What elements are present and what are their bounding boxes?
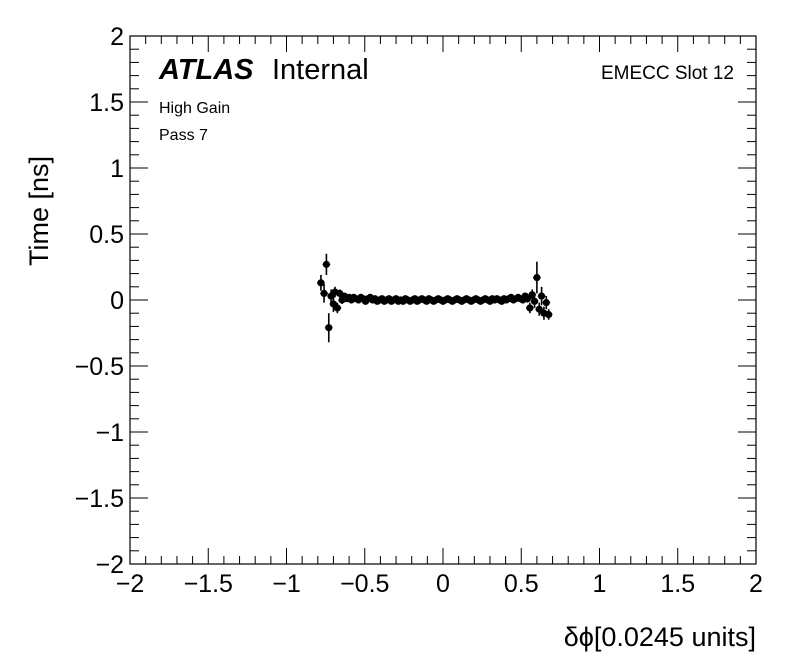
data-marker: [333, 304, 341, 312]
data-point: [324, 313, 333, 343]
y-tick-label: −0.5: [75, 353, 124, 381]
data-marker: [325, 324, 333, 332]
data-point: [317, 274, 325, 291]
gain-label: High Gain: [159, 100, 230, 117]
y-tick-label: 0.5: [89, 221, 124, 249]
x-tick-label: 1.5: [660, 570, 695, 598]
data-point: [544, 309, 553, 320]
y-tick-label: 1: [110, 155, 124, 183]
data-point: [530, 294, 539, 308]
data-point: [333, 302, 342, 314]
data-point: [533, 261, 541, 294]
data-point: [322, 253, 331, 275]
x-tick-label: 0.5: [504, 570, 539, 598]
data-point: [542, 296, 551, 310]
y-tick-label: −1: [95, 419, 124, 447]
data-marker: [317, 279, 325, 287]
y-tick-label: 0: [110, 287, 124, 315]
atlas-label: ATLAS: [158, 54, 254, 86]
slot-label: EMECC Slot 12: [601, 63, 734, 84]
y-tick-label: 1.5: [89, 89, 124, 117]
data-marker: [537, 292, 546, 300]
x-tick-label: −1: [272, 570, 301, 598]
data-point: [320, 284, 328, 303]
y-tick-label: 2: [110, 23, 124, 51]
y-tick-label: −2: [95, 551, 124, 579]
x-tick-labels: −2 −1.5 −1 −0.5 0 0.5 1 1.5 2: [116, 570, 763, 598]
y-axis-title: Time [ns]: [24, 156, 54, 266]
data-markers: [317, 253, 553, 343]
axis-ticks: [129, 35, 757, 565]
data-point: [525, 302, 534, 314]
internal-label: Internal: [272, 54, 369, 86]
x-tick-label: 1: [593, 570, 607, 598]
data-marker: [320, 289, 328, 297]
x-tick-label: −2: [116, 570, 145, 598]
data-marker: [542, 299, 550, 307]
data-marker: [533, 273, 541, 282]
y-tick-label: −1.5: [75, 485, 124, 513]
data-marker: [545, 310, 553, 319]
x-axis-title: δϕ[0.0245 units]: [564, 622, 756, 652]
data-marker: [523, 295, 532, 303]
x-tick-label: 0: [436, 570, 450, 598]
data-marker: [530, 297, 539, 305]
data-point: [535, 302, 544, 316]
x-tick-label: −1.5: [184, 570, 233, 598]
data-point: [537, 286, 546, 306]
data-marker: [526, 304, 534, 312]
x-tick-label: −0.5: [340, 570, 389, 598]
x-tick-label: 2: [749, 570, 763, 598]
data-point: [523, 294, 532, 303]
pass-label: Pass 7: [159, 127, 208, 144]
y-tick-labels: −2 −1.5 −1 −0.5 0 0.5 1 1.5 2: [75, 23, 124, 579]
data-marker: [535, 305, 543, 313]
data-marker: [322, 260, 331, 268]
